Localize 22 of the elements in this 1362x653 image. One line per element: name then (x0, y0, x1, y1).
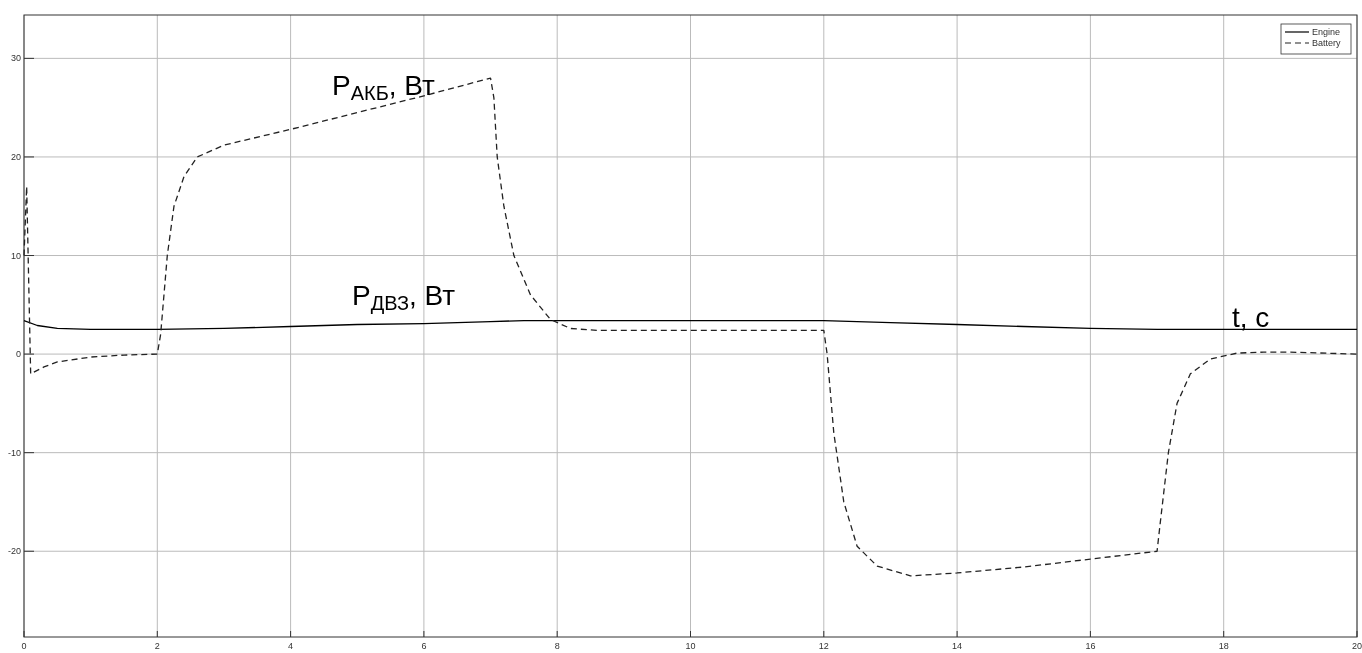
x-tick-label: 18 (1218, 641, 1229, 651)
annotation: t, с (1232, 302, 1270, 333)
annotation: P$_{ДВЗ}$, Вт (352, 280, 456, 314)
legend-label: Battery (1312, 38, 1342, 48)
x-tick-label: 14 (952, 641, 963, 651)
y-tick-label: 20 (10, 151, 21, 162)
y-tick-label: -10 (7, 447, 21, 458)
x-tick-label: 10 (685, 641, 696, 651)
y-tick-label: 10 (10, 250, 21, 261)
legend-label: Engine (1312, 27, 1341, 37)
x-tick-label: 4 (288, 641, 294, 651)
x-tick-label: 2 (154, 641, 160, 651)
y-tick-label: 0 (15, 349, 21, 360)
x-tick-label: 16 (1085, 641, 1096, 651)
annotation: P$_{АКБ}$, Вт (332, 70, 436, 104)
x-tick-label: 6 (421, 641, 427, 651)
x-tick-label: 20 (1351, 641, 1362, 651)
line-series (23, 77, 1358, 577)
y-tick-label: -20 (7, 546, 21, 557)
x-tick-label: 12 (818, 641, 829, 651)
x-tick-label: 8 (554, 641, 560, 651)
y-tick-label: 30 (10, 53, 21, 64)
